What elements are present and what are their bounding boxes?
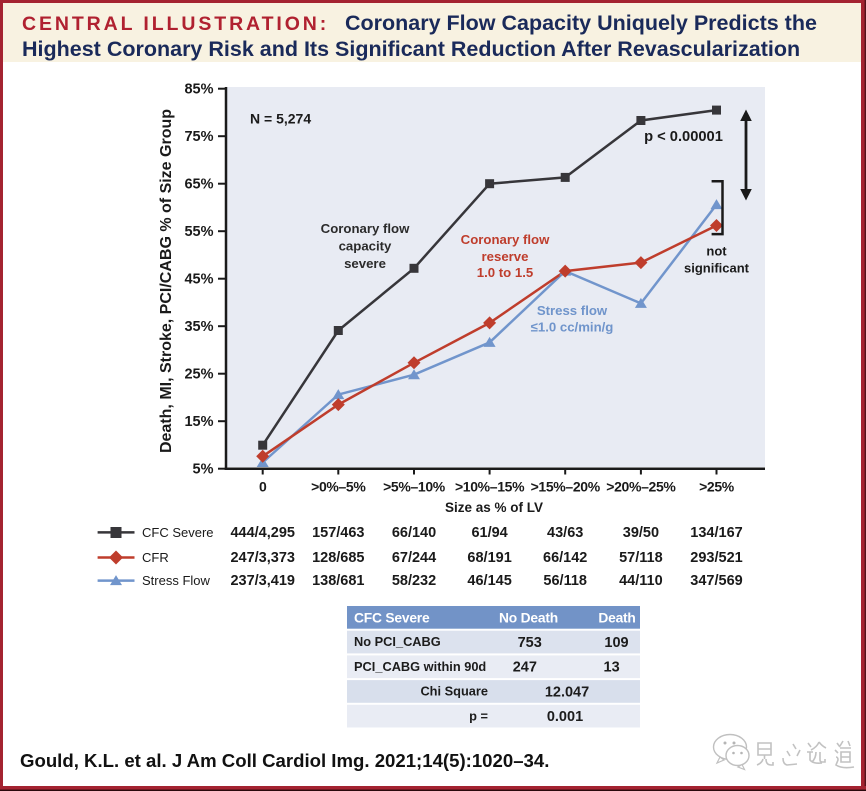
svg-text:15%: 15%	[184, 414, 213, 430]
svg-text:293/521: 293/521	[690, 550, 742, 566]
svg-text:45%: 45%	[184, 272, 213, 288]
svg-text:p =: p =	[469, 708, 488, 723]
svg-text:157/463: 157/463	[312, 525, 364, 541]
svg-text:39/50: 39/50	[623, 525, 659, 541]
svg-text:Stress flow: Stress flow	[537, 303, 608, 318]
svg-text:p < 0.00001: p < 0.00001	[644, 129, 723, 145]
svg-text:not: not	[706, 243, 727, 258]
svg-text:Coronary Flow Capacity Uniquel: Coronary Flow Capacity Uniquely Predicts…	[345, 11, 817, 35]
svg-text:347/569: 347/569	[690, 573, 742, 589]
svg-text:Chi Square: Chi Square	[420, 684, 488, 699]
svg-text:>20%–25%: >20%–25%	[606, 479, 676, 495]
svg-text:65%: 65%	[184, 177, 213, 193]
svg-text:>10%–15%: >10%–15%	[455, 479, 525, 495]
svg-text:67/244: 67/244	[392, 550, 436, 566]
svg-text:CENTRAL ILLUSTRATION:: CENTRAL ILLUSTRATION:	[22, 13, 329, 35]
svg-text:Stress Flow: Stress Flow	[142, 573, 211, 588]
svg-text:>25%: >25%	[699, 479, 735, 495]
svg-text:85%: 85%	[184, 82, 213, 98]
svg-text:75%: 75%	[184, 129, 213, 145]
svg-text:CFC Severe: CFC Severe	[354, 611, 430, 626]
svg-text:138/681: 138/681	[312, 573, 364, 589]
svg-text:significant: significant	[684, 261, 750, 276]
svg-text:12.047: 12.047	[545, 684, 589, 700]
svg-text:reserve: reserve	[482, 249, 529, 264]
svg-text:Coronary flow: Coronary flow	[461, 232, 550, 247]
svg-text:43/63: 43/63	[547, 525, 583, 541]
svg-text:PCI_CABG within 90d: PCI_CABG within 90d	[354, 659, 486, 674]
svg-text:5%: 5%	[193, 462, 214, 478]
svg-text:66/142: 66/142	[543, 550, 587, 566]
svg-text:severe: severe	[344, 256, 386, 271]
svg-text:61/94: 61/94	[471, 525, 507, 541]
svg-text:Size as % of LV: Size as % of LV	[445, 500, 543, 515]
svg-text:Highest Coronary Risk and Its: Highest Coronary Risk and Its Significan…	[22, 37, 800, 61]
svg-text:capacity: capacity	[339, 239, 392, 254]
svg-text:Death: Death	[598, 611, 635, 626]
svg-text:35%: 35%	[184, 319, 213, 335]
svg-text:Coronary flow: Coronary flow	[321, 221, 410, 236]
svg-text:No Death: No Death	[499, 611, 558, 626]
svg-text:0: 0	[259, 479, 267, 495]
svg-text:58/232: 58/232	[392, 573, 436, 589]
svg-text:109: 109	[604, 635, 628, 651]
svg-text:128/685: 128/685	[312, 550, 364, 566]
svg-text:247: 247	[513, 660, 537, 676]
svg-text:57/118: 57/118	[619, 550, 663, 566]
svg-text:CFR: CFR	[142, 550, 169, 565]
svg-text:56/118: 56/118	[543, 573, 587, 589]
svg-text:237/3,419: 237/3,419	[230, 573, 295, 589]
svg-text:753: 753	[518, 635, 542, 651]
svg-text:247/3,373: 247/3,373	[230, 550, 295, 566]
svg-text:25%: 25%	[184, 367, 213, 383]
svg-text:Gould, K.L. et al. J Am Coll C: Gould, K.L. et al. J Am Coll Cardiol Img…	[20, 750, 549, 771]
svg-text:13: 13	[604, 660, 620, 676]
svg-text:444/4,295: 444/4,295	[230, 525, 295, 541]
svg-text:CFC Severe: CFC Severe	[142, 525, 214, 540]
svg-text:44/110: 44/110	[619, 573, 663, 589]
svg-text:≤1.0 cc/min/g: ≤1.0 cc/min/g	[531, 320, 614, 335]
svg-text:N = 5,274: N = 5,274	[250, 111, 311, 127]
svg-text:>0%–5%: >0%–5%	[311, 479, 366, 495]
svg-text:No PCI_CABG: No PCI_CABG	[354, 634, 441, 649]
svg-text:Death, MI, Stroke, PCI/CABG %: Death, MI, Stroke, PCI/CABG % of Size Gr…	[158, 109, 175, 453]
svg-text:1.0 to 1.5: 1.0 to 1.5	[477, 265, 533, 280]
svg-text:66/140: 66/140	[392, 525, 436, 541]
svg-text:0.001: 0.001	[547, 709, 583, 725]
svg-text:68/191: 68/191	[467, 550, 511, 566]
svg-text:46/145: 46/145	[467, 573, 511, 589]
svg-text:134/167: 134/167	[690, 525, 742, 541]
svg-text:55%: 55%	[184, 224, 213, 240]
svg-text:>5%–10%: >5%–10%	[383, 479, 446, 495]
svg-text:>15%–20%: >15%–20%	[531, 479, 601, 495]
